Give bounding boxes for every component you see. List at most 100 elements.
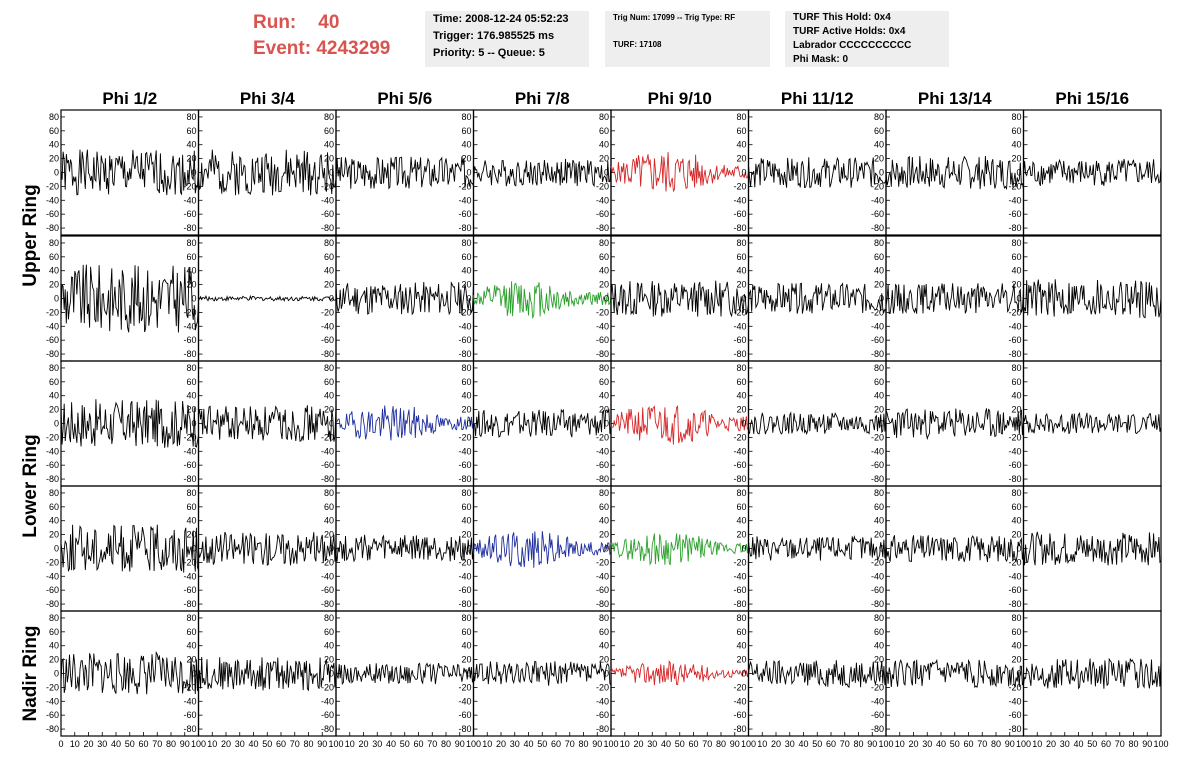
y-tick-label: -80	[321, 349, 334, 359]
waveform-trace	[60, 399, 199, 448]
y-tick-label: 20	[324, 280, 334, 290]
row-label: Upper Ring	[20, 184, 41, 286]
x-tick-label: 40	[661, 739, 671, 749]
waveform-trace	[1023, 412, 1162, 435]
y-tick-label: 60	[599, 377, 609, 387]
y-tick-label: -40	[1008, 321, 1021, 331]
y-tick-label: 80	[874, 613, 884, 623]
y-tick-label: 60	[186, 377, 196, 387]
y-tick-label: 60	[736, 252, 746, 262]
x-tick-label: 70	[290, 739, 300, 749]
y-tick-label: 20	[1011, 655, 1021, 665]
y-tick-label: 0	[1016, 294, 1021, 304]
run-label: Run:	[253, 12, 297, 33]
x-tick-label: 60	[551, 739, 561, 749]
waveform-trace	[748, 659, 887, 689]
x-tick-label: 40	[523, 739, 533, 749]
turf-active-text: TURF Active Holds: 0x4	[793, 26, 906, 37]
y-tick-label: -80	[458, 349, 471, 359]
y-tick-label: -60	[183, 335, 196, 345]
y-tick-label: 0	[604, 669, 609, 679]
y-tick-label: -60	[458, 209, 471, 219]
waveform-trace	[335, 281, 474, 316]
y-tick-label: -40	[1008, 571, 1021, 581]
y-tick-label: 40	[1011, 140, 1021, 150]
y-tick-label: -40	[183, 446, 196, 456]
y-tick-label: -40	[183, 195, 196, 205]
x-tick-label: 30	[97, 739, 107, 749]
x-tick-label: 60	[138, 739, 148, 749]
y-tick-label: -40	[1008, 696, 1021, 706]
y-tick-label: -60	[183, 209, 196, 219]
y-tick-label: 80	[49, 112, 59, 122]
y-tick-label: -80	[1008, 349, 1021, 359]
y-tick-label: -80	[458, 223, 471, 233]
y-tick-label: -40	[458, 195, 471, 205]
y-tick-label: 60	[1011, 126, 1021, 136]
y-tick-label: -60	[733, 585, 746, 595]
y-tick-label: -40	[871, 571, 884, 581]
x-tick-label: 80	[991, 739, 1001, 749]
panel-frame	[472, 610, 612, 737]
waveform-trace	[335, 534, 474, 563]
y-tick-label: 0	[329, 294, 334, 304]
column-header: Phi 5/6	[377, 89, 432, 108]
y-tick-label: -40	[183, 696, 196, 706]
y-tick-label: 80	[49, 363, 59, 373]
time-text: Time: 2008-12-24 05:52:23	[433, 13, 569, 25]
y-tick-label: 40	[49, 391, 59, 401]
y-tick-label: 40	[736, 641, 746, 651]
y-tick-label: 20	[186, 530, 196, 540]
y-tick-label: -80	[321, 474, 334, 484]
column-header: Phi 15/16	[1055, 89, 1129, 108]
y-tick-label: -40	[871, 321, 884, 331]
x-tick-label: 60	[1101, 739, 1111, 749]
y-tick-label: -20	[183, 307, 196, 317]
y-tick-label: 80	[1011, 363, 1021, 373]
x-tick-label: 70	[427, 739, 437, 749]
y-tick-label: 80	[874, 488, 884, 498]
x-tick-label: 70	[1115, 739, 1125, 749]
y-tick-label: -80	[1008, 724, 1021, 734]
x-tick-label: 50	[812, 739, 822, 749]
y-tick-label: 20	[736, 280, 746, 290]
y-tick-label: -40	[321, 696, 334, 706]
y-tick-label: 0	[879, 294, 884, 304]
y-tick-label: 60	[1011, 377, 1021, 387]
waveform-trace	[1023, 657, 1162, 690]
y-tick-label: 0	[1016, 669, 1021, 679]
waveform-trace	[198, 656, 337, 692]
waveform-trace	[610, 280, 749, 318]
panel-frame	[610, 360, 750, 487]
y-tick-label: -20	[733, 432, 746, 442]
y-tick-label: -40	[871, 195, 884, 205]
y-tick-label: 0	[54, 419, 59, 429]
waveform-trace	[1023, 279, 1162, 319]
y-tick-label: 40	[324, 140, 334, 150]
y-tick-label: -20	[1008, 307, 1021, 317]
y-tick-label: 60	[49, 627, 59, 637]
y-tick-label: 60	[186, 126, 196, 136]
x-tick-label: 40	[111, 739, 121, 749]
y-tick-label: -80	[458, 599, 471, 609]
column-header: Phi 13/14	[918, 89, 992, 108]
y-tick-label: -40	[458, 696, 471, 706]
x-tick-label: 50	[1087, 739, 1097, 749]
phi-mask-text: Phi Mask: 0	[793, 54, 849, 65]
y-tick-label: -60	[458, 460, 471, 470]
x-tick-label: 100	[603, 739, 618, 749]
y-tick-label: 0	[879, 544, 884, 554]
waveform-trace	[885, 535, 1024, 563]
y-tick-label: -60	[46, 710, 59, 720]
x-tick-label: 50	[262, 739, 272, 749]
y-tick-label: 20	[874, 530, 884, 540]
x-tick-label: 50	[950, 739, 960, 749]
y-tick-label: -60	[733, 335, 746, 345]
y-tick-label: -60	[321, 585, 334, 595]
y-tick-label: -80	[596, 724, 609, 734]
row-label: Lower Ring	[20, 434, 41, 537]
y-tick-label: -80	[596, 349, 609, 359]
x-tick-label: 50	[675, 739, 685, 749]
turf-hold-text: TURF This Hold: 0x4	[793, 12, 891, 23]
labrador-text: Labrador CCCCCCCCCC	[793, 40, 912, 51]
